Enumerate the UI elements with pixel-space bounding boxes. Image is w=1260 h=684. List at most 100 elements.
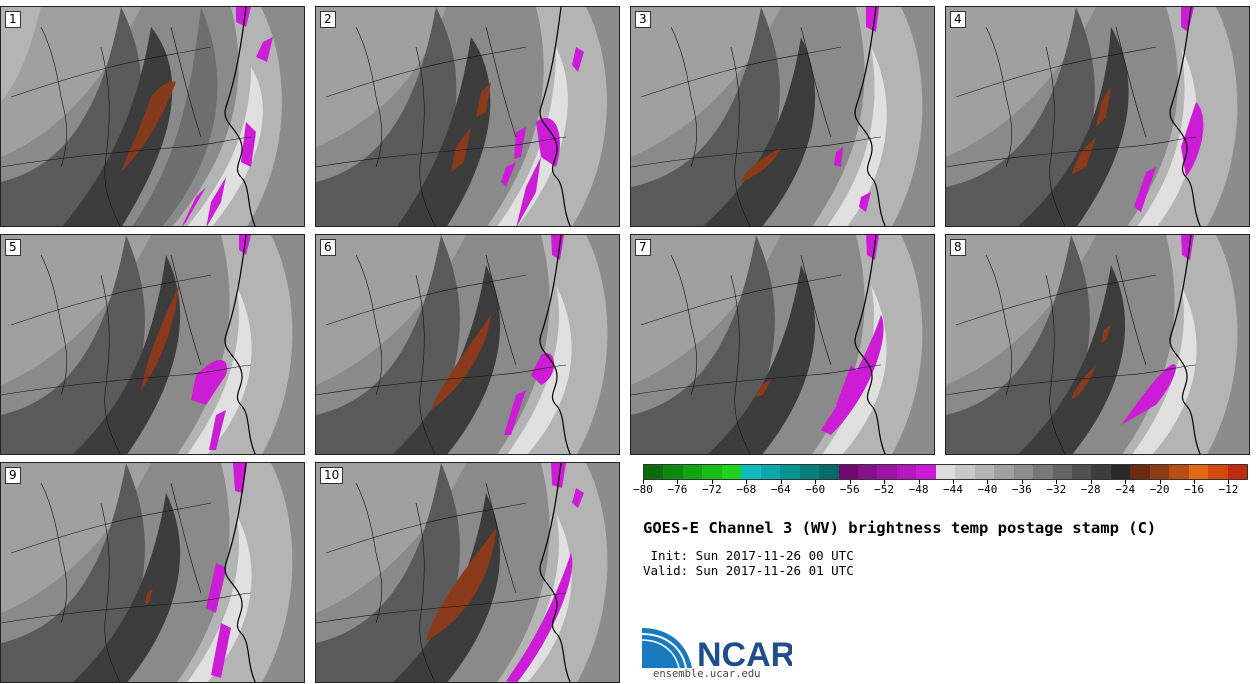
wv-map-3 [631,7,934,226]
postage-stamp-panel-4: 4 [945,6,1250,227]
colorbar-tick [987,480,989,484]
colorbar-tick [1090,480,1092,484]
colorbar-segment [819,465,839,479]
wv-map-7 [631,235,934,454]
figure-title: GOES-E Channel 3 (WV) brightness temp po… [643,519,1157,537]
colorbar-segment [721,465,742,479]
panel-number: 9 [5,467,21,484]
ncar-logo: NCAR [642,628,792,670]
colorbar-tick [918,480,920,484]
panel-number: 4 [950,11,966,28]
colorbar-tick [1021,480,1023,484]
panel-number: 5 [5,239,21,256]
wv-map-2 [316,7,619,226]
colorbar-tick [1125,480,1127,484]
colorbar-tick-label: −72 [701,483,722,496]
colorbar-tick [952,480,954,484]
colorbar-tick-label: −36 [1011,483,1032,496]
colorbar-segment [741,465,761,479]
colorbar-tick [643,480,644,484]
postage-stamp-panel-3: 3 [630,6,935,227]
panel-number: 7 [635,239,651,256]
colorbar-tick [1228,480,1230,484]
colorbar-tick [780,480,782,484]
colorbar-segment [916,465,936,479]
colorbar-segment [799,465,820,479]
postage-stamp-panel-9: 9 [0,462,305,683]
colorbar-tick [1056,480,1058,484]
postage-stamp-panel-2: 2 [315,6,620,227]
colorbar-segment [1208,465,1228,479]
wv-map-1 [1,7,304,226]
colorbar-tick [884,480,886,484]
colorbar-tick-label: −52 [874,483,895,496]
colorbar-segment [682,465,703,479]
colorbar-segment [1169,465,1189,479]
colorbar-tick [746,480,748,484]
colorbar-segment [857,465,878,479]
colorbar-segment [1227,465,1248,479]
valid-time: Valid: Sun 2017-11-26 01 UTC [643,563,854,578]
colorbar-tick [677,480,679,484]
colorbar-tick-label: −24 [1115,483,1136,496]
colorbar-tick-label: −28 [1080,483,1101,496]
colorbar-segment [644,465,664,479]
colorbar-tick [815,480,817,484]
colorbar-tick [1194,480,1196,484]
colorbar-tick-label: −64 [770,483,791,496]
colorbar-segment [780,465,800,479]
colorbar-segment [896,465,917,479]
colorbar-tick-label: −44 [943,483,963,496]
colorbar-tick [711,480,713,484]
colorbar-tick-label: −56 [839,483,860,496]
colorbar-segment [955,465,975,479]
colorbar [643,464,1248,480]
wv-map-6 [316,235,619,454]
colorbar-segment [1091,465,1111,479]
colorbar-tick-label: −60 [805,483,826,496]
colorbar-segment [1130,465,1150,479]
colorbar-segment [974,465,995,479]
ncar-logo-text: NCAR [697,636,792,670]
panel-number: 3 [635,11,651,28]
panel-number: 8 [950,239,966,256]
colorbar-segment [1110,465,1131,479]
wv-map-9 [1,463,304,682]
colorbar-tick-label: −32 [1046,483,1067,496]
panel-number: 6 [320,239,336,256]
colorbar-segment [994,465,1014,479]
postage-stamp-panel-5: 5 [0,234,305,455]
colorbar-segment [838,465,858,479]
colorbar-tick-label: −20 [1149,483,1170,496]
postage-stamp-panel-7: 7 [630,234,935,455]
panel-number: 1 [5,11,21,28]
colorbar-segment [1013,465,1034,479]
colorbar-segment [1149,465,1170,479]
colorbar-tick [849,480,851,484]
colorbar-ticks: −80 −76 −72 −68 −64 −60 −56 −52 −48 −44 −40 −36 −32−… [633,480,1248,500]
colorbar-segment [935,465,956,479]
colorbar-segment [1033,465,1053,479]
colorbar-segment [702,465,722,479]
colorbar-tick-label: −76 [667,483,688,496]
colorbar-tick-label: −12 [1218,483,1239,496]
colorbar-segment [1188,465,1209,479]
colorbar-tick [1159,480,1161,484]
colorbar-tick-label: −16 [1184,483,1204,496]
wv-map-4 [946,7,1249,226]
colorbar-tick-label: −80 [633,483,653,496]
colorbar-segment [1071,465,1092,479]
wv-map-5 [1,235,304,454]
colorbar-segment [1052,465,1072,479]
panel-number: 10 [320,467,344,484]
colorbar-tick-label: −40 [977,483,998,496]
wv-map-8 [946,235,1249,454]
colorbar-segment [760,465,781,479]
postage-stamp-panel-8: 8 [945,234,1250,455]
site-url: ensemble.ucar.edu [653,668,761,680]
postage-stamp-panel-10: 10 [315,462,620,683]
wv-map-10 [316,463,619,682]
init-time: Init: Sun 2017-11-26 00 UTC [643,548,854,563]
postage-stamp-panel-6: 6 [315,234,620,455]
colorbar-tick-label: −68 [736,483,757,496]
